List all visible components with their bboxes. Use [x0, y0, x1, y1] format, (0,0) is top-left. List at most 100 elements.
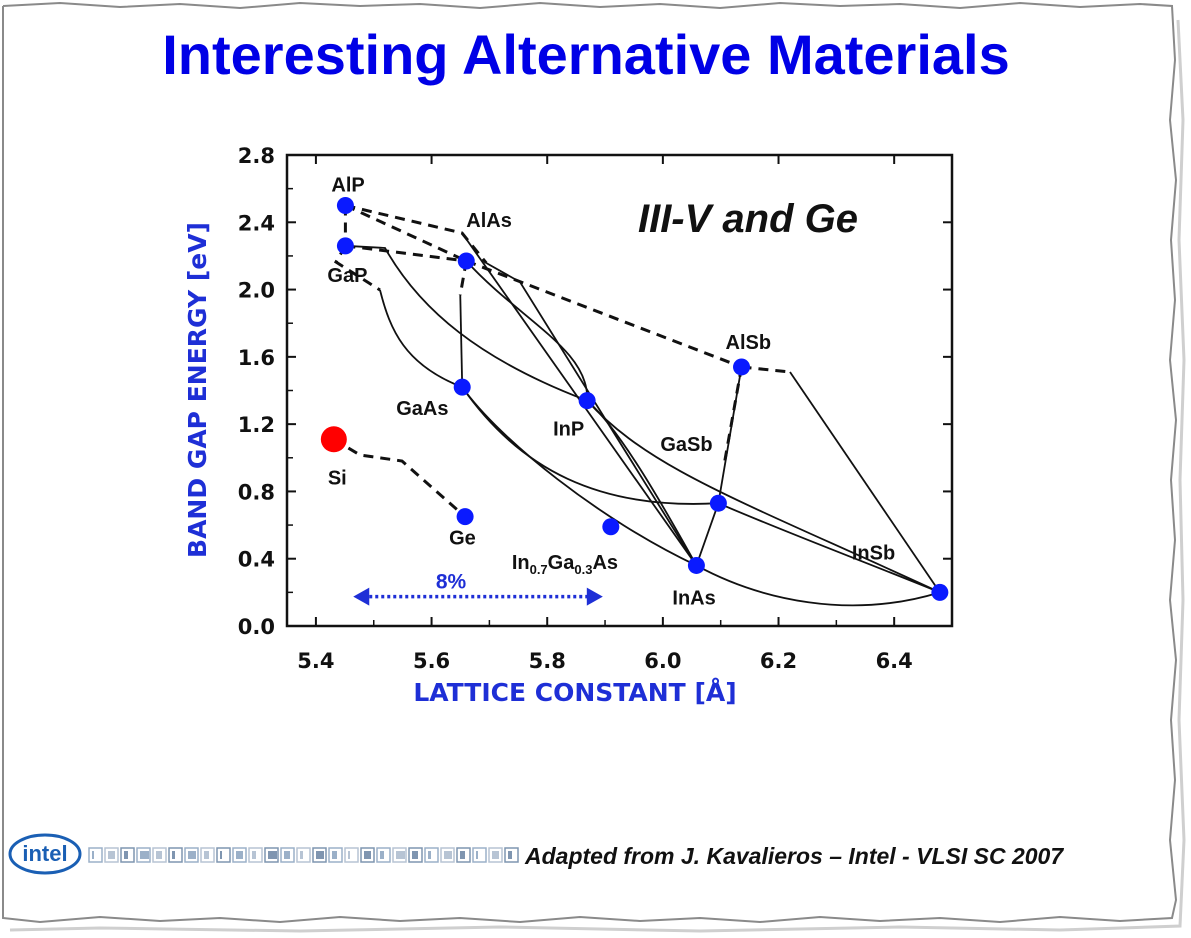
arrow-head-left [353, 587, 370, 606]
arrow-head-right [586, 587, 603, 606]
pattern-block [488, 847, 503, 863]
gasb-label: GaSb [660, 434, 712, 456]
pattern-fill [188, 851, 196, 859]
alsb-label: AlSb [726, 332, 772, 354]
x-tick-label: 5.8 [529, 649, 566, 673]
alsb-point [733, 358, 751, 376]
gasb-point [709, 494, 727, 512]
pattern-block [424, 847, 439, 863]
intel-logo: intel [8, 833, 82, 875]
pattern-block [344, 847, 359, 863]
pattern-fill [380, 851, 384, 859]
alp-label: AlP [331, 174, 364, 196]
insb-label: InSb [852, 542, 895, 564]
gap-inp [345, 244, 588, 402]
pattern-block [312, 847, 327, 863]
pattern-fill [332, 851, 337, 859]
gap-alas-dashed [345, 244, 467, 263]
pattern-fill [252, 851, 256, 859]
pattern-block [376, 847, 391, 863]
y-tick-label: 2.8 [238, 144, 275, 168]
alas-inp [465, 260, 589, 401]
source-footer: Adapted from J. Kavalieros – Intel - VLS… [525, 843, 1064, 869]
pattern-fill [412, 851, 418, 859]
inas-point [687, 556, 705, 574]
x-tick-label: 5.6 [413, 649, 450, 673]
x-tick-label: 6.0 [644, 649, 681, 673]
alas-gaas [459, 294, 464, 388]
pattern-fill [124, 851, 128, 859]
si-point [320, 426, 347, 453]
y-tick-label: 2.4 [238, 211, 275, 235]
y-tick-label: 1.6 [238, 346, 275, 370]
pattern-block [392, 847, 407, 863]
pattern-fill [492, 851, 499, 859]
x-tick-label: 5.4 [297, 649, 334, 673]
pattern-fill [284, 851, 290, 859]
gaas-point [453, 378, 471, 396]
pattern-fill [476, 851, 478, 859]
pattern-fill [108, 851, 115, 859]
pattern-fill [316, 851, 324, 859]
gap-label: GaP [327, 265, 367, 287]
pattern-fill [428, 851, 431, 859]
mismatch-arrow: 8% [353, 571, 603, 606]
pattern-block [296, 847, 311, 863]
y-tick-label: 0.8 [238, 480, 275, 504]
inp-label: InP [553, 419, 584, 441]
pattern-block [216, 847, 231, 863]
ingaas-point [602, 518, 620, 536]
pattern-fill [204, 851, 209, 859]
alp-alas-dashed [344, 204, 467, 263]
pattern-block [472, 847, 487, 863]
ge-label: Ge [449, 528, 476, 550]
pattern-fill [364, 851, 371, 859]
pattern-block [280, 847, 295, 863]
pattern-fill [348, 851, 350, 859]
x-tick-label: 6.4 [876, 649, 913, 673]
y-tick-label: 0.0 [238, 615, 275, 639]
inas-insb [695, 564, 941, 607]
alas-inas-line2 [485, 262, 698, 566]
gaas-gasb [461, 386, 719, 505]
pattern-block [232, 847, 247, 863]
alsb-insb [789, 371, 941, 593]
pattern-block [168, 847, 183, 863]
y-tick-label: 0.4 [238, 548, 275, 572]
pattern-block [248, 847, 263, 863]
x-tick-label: 6.2 [760, 649, 797, 673]
ge-point [456, 508, 474, 526]
gaas-label: GaAs [396, 398, 448, 420]
pattern-block [120, 847, 135, 863]
chart-annotation: III-V and Ge [638, 197, 858, 241]
alas-point [457, 252, 475, 270]
gasb-alsb [717, 366, 743, 504]
decorative-pattern-strip [88, 847, 519, 863]
pattern-fill [156, 851, 162, 859]
pattern-block [440, 847, 455, 863]
inas-gasb [695, 502, 720, 566]
inas-label: InAs [672, 587, 715, 609]
pattern-block [88, 847, 103, 863]
x-axis-label: LATTICE CONSTANT [Å] [413, 678, 736, 707]
pattern-block [104, 847, 119, 863]
pattern-fill [460, 851, 465, 859]
pattern-fill [220, 851, 222, 859]
pattern-block [200, 847, 215, 863]
pattern-block [136, 847, 151, 863]
pattern-block [360, 847, 375, 863]
y-tick-label: 1.2 [238, 413, 275, 437]
pattern-fill [236, 851, 243, 859]
svg-text:intel: intel [22, 841, 67, 866]
arrow-label: 8% [436, 571, 467, 594]
gap-point [336, 237, 354, 255]
pattern-fill [268, 851, 277, 859]
gaas-inas [461, 386, 697, 567]
slide-title: Interesting Alternative Materials [162, 23, 1010, 86]
pattern-block [456, 847, 471, 863]
pattern-fill [92, 851, 94, 859]
pattern-block [184, 847, 199, 863]
pattern-block [264, 847, 279, 863]
